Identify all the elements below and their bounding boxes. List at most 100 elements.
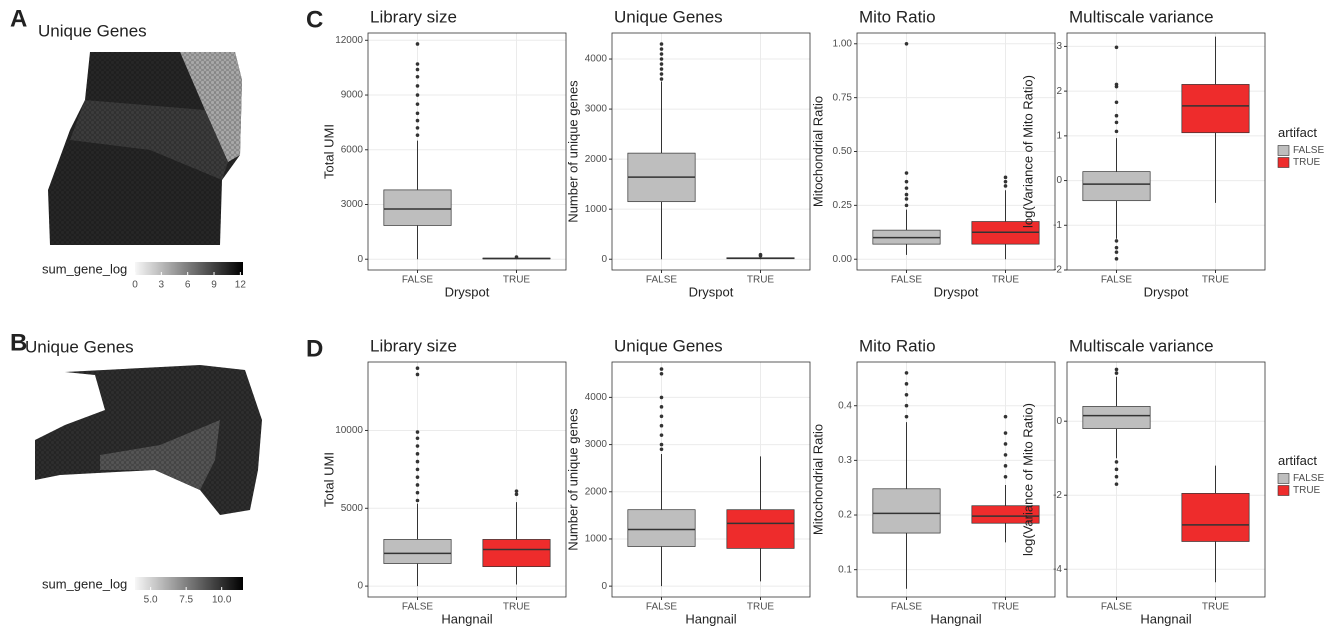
outlier — [905, 371, 909, 375]
tissue-b — [35, 365, 262, 515]
outlier — [759, 253, 763, 257]
y-tick-label: 0.25 — [833, 200, 853, 211]
outlier — [660, 72, 664, 76]
outlier — [1004, 453, 1008, 457]
y-tick-label: 0 — [357, 254, 363, 265]
outlier — [416, 483, 420, 487]
x-tick-label: TRUE — [747, 602, 775, 613]
legend-swatch — [1278, 158, 1289, 168]
plot-bg — [1067, 33, 1265, 270]
colorbar — [135, 577, 243, 590]
colorbar-label: 7.5 — [179, 595, 193, 606]
y-tick-label: 4000 — [585, 54, 608, 65]
y-tick-label: 5000 — [341, 503, 364, 514]
outlier — [1115, 250, 1119, 254]
outlier — [660, 42, 664, 46]
outlier — [660, 414, 664, 418]
chart-title: Library size — [370, 336, 457, 355]
outlier — [905, 382, 909, 386]
x-tick-label: TRUE — [747, 275, 775, 286]
outlier — [515, 255, 519, 259]
y-axis-title: Number of unique genes — [565, 80, 580, 223]
y-axis-title: Total UMI — [321, 124, 336, 179]
outlier — [1115, 371, 1119, 375]
outlier — [660, 57, 664, 61]
x-axis-title: Dryspot — [934, 284, 979, 299]
outlier — [416, 444, 420, 448]
map-title: Unique Genes — [25, 337, 134, 356]
outlier — [1115, 475, 1119, 479]
outlier — [905, 42, 909, 46]
y-tick-label: 0 — [1056, 175, 1062, 186]
x-tick-label: FALSE — [402, 275, 433, 286]
outlier — [1115, 246, 1119, 250]
outlier — [416, 475, 420, 479]
box — [628, 510, 695, 547]
outlier — [416, 42, 420, 46]
panel-label: A — [10, 5, 27, 32]
colorbar-label: 6 — [185, 280, 191, 291]
outlier — [1004, 415, 1008, 419]
outlier — [1004, 176, 1008, 180]
plot-bg — [612, 33, 810, 270]
outlier — [416, 452, 420, 456]
y-tick-label: -2 — [1053, 490, 1062, 501]
y-tick-label: 0 — [357, 581, 363, 592]
outlier — [416, 84, 420, 88]
colorbar-label: 0 — [132, 280, 138, 291]
y-tick-label: 0 — [601, 254, 607, 265]
outlier — [660, 77, 664, 81]
chart-title: Library size — [370, 7, 457, 26]
outlier — [660, 443, 664, 447]
box — [727, 510, 794, 549]
y-tick-label: 12000 — [335, 35, 363, 46]
outlier — [416, 499, 420, 503]
outlier — [660, 396, 664, 400]
y-axis-title: Number of unique genes — [565, 408, 580, 551]
outlier — [416, 373, 420, 377]
outlier — [416, 436, 420, 440]
outlier — [416, 62, 420, 66]
outlier — [905, 197, 909, 201]
colorbar-label: 10.0 — [212, 595, 232, 606]
x-tick-label: FALSE — [891, 275, 922, 286]
outlier — [1004, 475, 1008, 479]
outlier — [1004, 464, 1008, 468]
y-tick-label: 0.75 — [833, 92, 853, 103]
chart-title: Multiscale variance — [1069, 336, 1214, 355]
x-tick-label: TRUE — [992, 602, 1020, 613]
outlier — [1004, 180, 1008, 184]
outlier — [1115, 239, 1119, 243]
legend-title: sum_gene_log — [42, 261, 127, 276]
legend-label: TRUE — [1293, 157, 1321, 168]
x-axis-title: Hangnail — [930, 611, 981, 626]
outlier — [1004, 184, 1008, 188]
x-tick-label: TRUE — [1202, 602, 1230, 613]
outlier — [660, 433, 664, 437]
panel-label: C — [306, 6, 323, 33]
outlier — [1115, 130, 1119, 134]
y-tick-label: 3000 — [585, 439, 608, 450]
x-tick-label: TRUE — [503, 602, 531, 613]
outlier — [1115, 468, 1119, 472]
legend-label: FALSE — [1293, 145, 1324, 156]
box — [1182, 84, 1249, 132]
outlier — [660, 424, 664, 428]
y-axis-title: log(Variance of Mito Ratio) — [1020, 403, 1035, 556]
y-tick-label: 6000 — [341, 144, 364, 155]
legend-swatch — [1278, 474, 1289, 484]
x-tick-label: FALSE — [1101, 602, 1132, 613]
outlier — [1115, 101, 1119, 105]
y-tick-label: 0.3 — [838, 455, 852, 466]
y-tick-label: 1000 — [585, 534, 608, 545]
outlier — [1115, 460, 1119, 464]
y-tick-label: 1000 — [585, 204, 608, 215]
colorbar-label: 5.0 — [144, 595, 158, 606]
map-title: Unique Genes — [38, 21, 147, 40]
legend-title: sum_gene_log — [42, 576, 127, 591]
outlier — [660, 52, 664, 56]
outlier — [660, 47, 664, 51]
y-tick-label: 0 — [1056, 416, 1062, 427]
y-tick-label: 1 — [1056, 130, 1062, 141]
outlier — [416, 491, 420, 495]
